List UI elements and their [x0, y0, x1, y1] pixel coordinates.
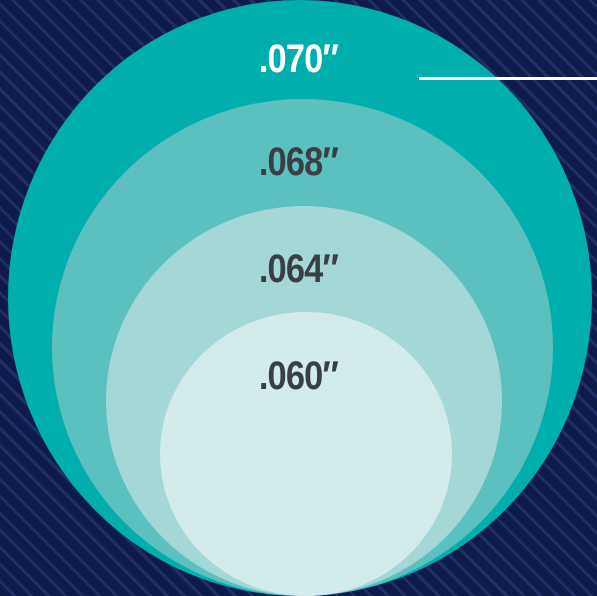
label-060: .060″ — [258, 354, 339, 398]
label-070: .070″ — [258, 37, 339, 81]
label-068: .068″ — [258, 140, 339, 184]
ring-060 — [160, 312, 452, 596]
label-064: .064″ — [258, 247, 339, 291]
pointer-line — [419, 77, 597, 80]
